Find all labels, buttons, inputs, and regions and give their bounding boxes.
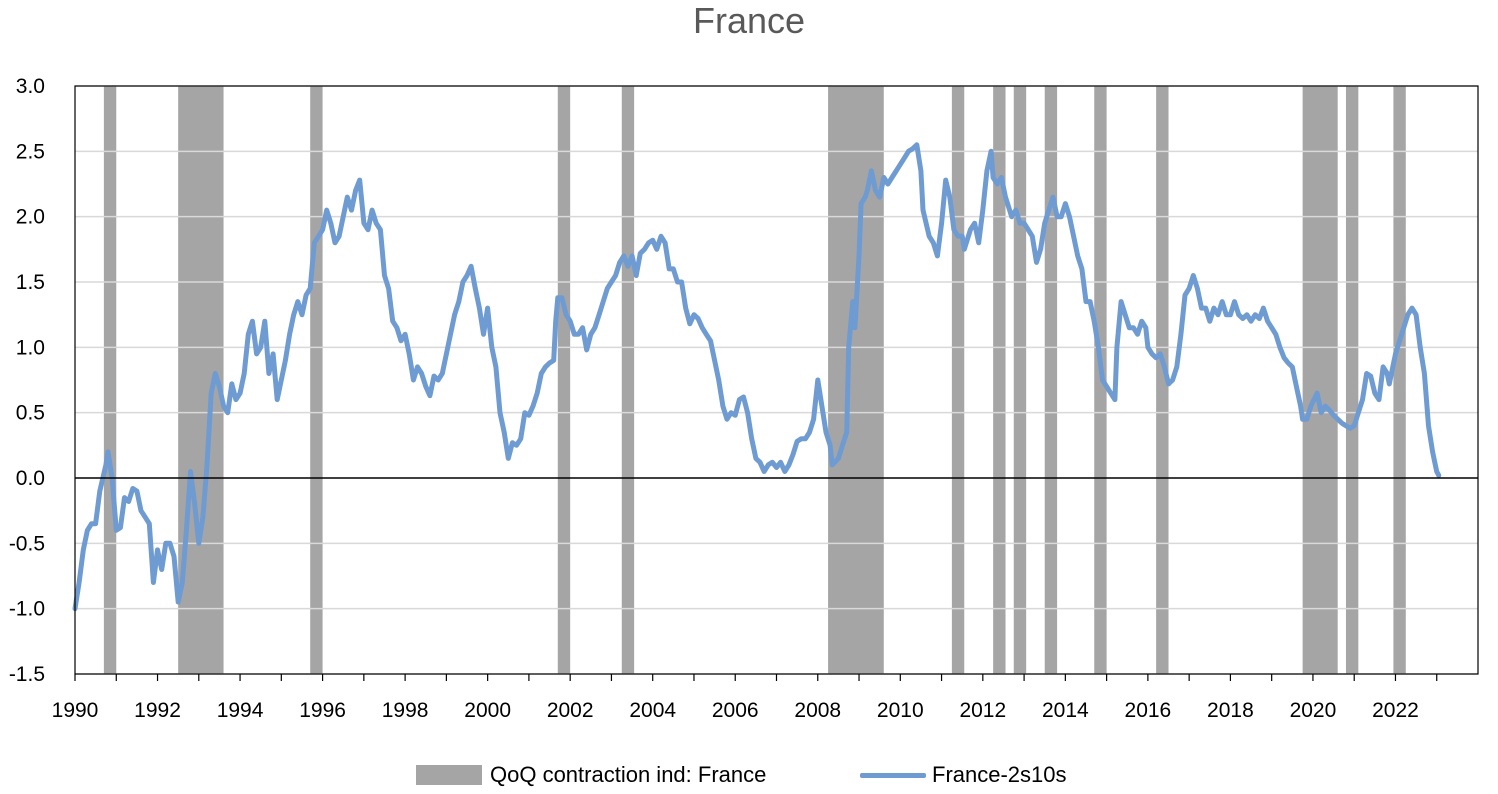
x-tick-label: 2016 [1125,699,1172,722]
contraction-bar [828,86,884,674]
gridlines [75,85,1478,675]
series-line-layer [72,142,1442,612]
x-axis-ticks: 1990 1992 1994 1996 1998 2000 2002 2004 2006 2008… [52,674,1438,722]
y-tick-label: -1.5 [9,663,45,686]
y-tick-label: -1.0 [9,598,45,621]
x-tick-label: 2008 [794,699,841,722]
x-tick-label: 2018 [1207,699,1254,722]
y-tick-label: 1.0 [16,336,45,359]
contraction-bar [951,86,965,674]
chart-title: France [692,0,806,41]
contraction-bar [103,86,117,674]
x-tick-label: 2004 [629,699,676,722]
x-tick-label: 2002 [547,699,594,722]
x-tick-label: 2020 [1290,699,1337,722]
legend-item-contraction: QoQ contraction ind: France [416,760,766,790]
contraction-bar [1044,86,1058,674]
axes [74,85,1479,675]
contraction-bar [1156,86,1169,674]
x-tick-label: 2022 [1372,699,1419,722]
x-tick-label: 2006 [712,699,759,722]
y-tick-label: 0.5 [16,402,45,425]
contraction-bar [557,86,571,674]
plot-frame [74,85,1479,675]
legend-label-contraction: QoQ contraction ind: France [490,762,767,787]
contraction-shading [103,86,1406,674]
x-tick-label: 1992 [134,699,181,722]
y-axis-ticks: 3.0 2.5 2.0 1.5 1.0 0.5 0.0 -0.5 -1.0 -1.5 [9,75,45,686]
x-tick-label: 2010 [877,699,924,722]
x-tick-label: 1994 [217,699,264,722]
series-line-france-2s10s [72,142,1442,612]
contraction-bar [1393,86,1406,674]
x-tick-label: 1998 [382,699,429,722]
contraction-bar [621,86,635,674]
legend-swatch-line [860,772,926,778]
y-tick-label: 3.0 [16,75,45,98]
x-tick-label: 1996 [299,699,346,722]
contraction-bar [1302,86,1338,674]
x-tick-label: 2000 [464,699,511,722]
contraction-bar [993,86,1006,674]
legend-item-line: France-2s10s [860,760,1067,790]
legend-label-line: France-2s10s [932,762,1067,787]
y-tick-label: -0.5 [9,532,45,555]
contraction-bar [310,86,323,674]
x-tick-label: 1990 [52,699,99,722]
x-tick-label: 2012 [959,699,1006,722]
y-tick-label: 0.0 [16,467,45,490]
legend-swatch-contraction [416,765,482,785]
contraction-bar [1013,86,1027,674]
contraction-bar [1345,86,1359,674]
x-tick-label: 2014 [1042,699,1089,722]
y-tick-label: 2.0 [16,206,45,229]
y-tick-label: 1.5 [16,271,45,294]
y-tick-label: 2.5 [16,140,45,163]
legend: QoQ contraction ind: France France-2s10s [0,760,1498,790]
